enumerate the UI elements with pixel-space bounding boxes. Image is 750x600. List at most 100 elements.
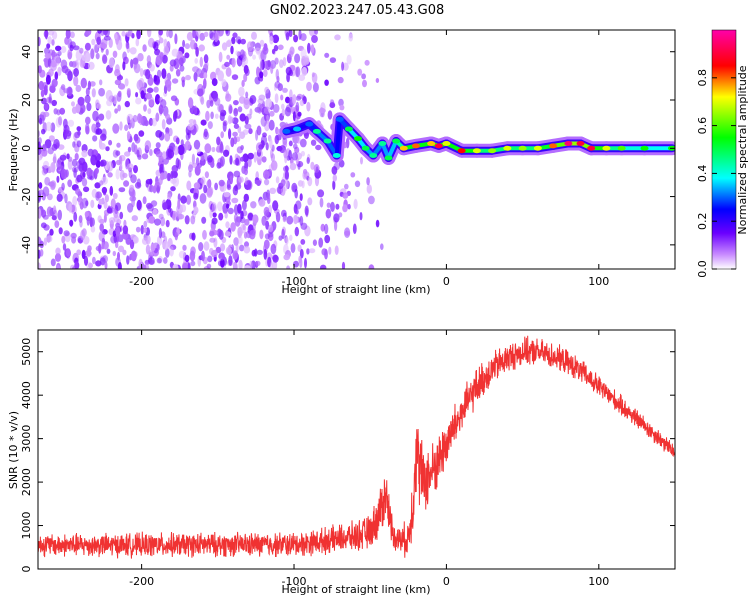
spectrogram-noise-blob [39,249,44,257]
spectrogram-noise-blob [203,31,209,37]
spectrogram-noise-blob [44,47,50,55]
spectrogram-noise-blob [361,73,366,80]
spectrogram-noise-blob [131,215,138,222]
spectrogram-noise-blob [175,157,180,169]
spectrogram-noise-blob [126,113,134,124]
spectrogram-noise-blob [158,104,164,115]
spectrogram-noise-blob [242,56,249,66]
spectrogram-noise-blob [214,33,219,43]
spectrogram-noise-blob [223,149,230,157]
spectrogram-noise-blob [143,220,148,228]
spectrogram-noise-blob [275,176,280,184]
signal-peak-point [411,143,420,149]
spectrogram-noise-blob [92,135,98,142]
spectrogram-noise-blob [297,111,302,117]
spectrogram-noise-blob [130,59,134,69]
spectrogram-noise-blob [243,168,248,176]
spectrogram-noise-blob [51,31,58,40]
spectrogram-noise-blob [234,216,241,227]
spectrogram-noise-blob [298,255,302,264]
spectrogram-noise-blob [117,234,124,243]
spectrogram-noise-blob [232,131,238,137]
spectrogram-noise-blob [114,108,118,114]
spectrogram-noise-blob [139,68,144,77]
spectrogram-noise-blob [199,72,205,79]
spectrogram-noise-blob [96,36,102,45]
spectrogram-noise-blob [269,35,274,45]
spectrogram-noise-blob [54,220,60,229]
spectrogram-noise-blob [188,119,195,124]
spectrogram-noise-blob [269,110,275,117]
spectrogram-noise-blob [38,80,45,91]
spectrogram-noise-blob [149,64,155,72]
spectrogram-noise-blob [141,153,149,160]
spectrogram-noise-blob [337,76,344,84]
colorbar-tick-label: 0.6 [696,117,709,135]
spectrogram-noise-blob [39,117,42,125]
spectrogram-noise-blob [249,108,253,116]
spectrogram-noise-blob [178,57,184,66]
spectrogram-noise-blob [262,132,267,138]
spectrogram-noise-blob [201,250,205,262]
spectrogram-noise-blob [315,144,322,151]
spectrogram-noise-blob [78,157,86,166]
spectrogram-noise-blob [315,166,319,176]
spectrogram-noise-blob [282,215,287,223]
signal-peak-point [427,140,436,146]
spectrogram-noise-blob [263,60,269,69]
spectrogram-noise-blob [291,182,298,193]
spectrogram-noise-blob [73,75,79,87]
spectrogram-noise-blob [117,251,120,261]
spectrogram-noise-blob [129,47,137,55]
spectrogram-noise-blob [57,209,62,221]
spectrogram-noise-blob [59,107,66,115]
spectrogram-noise-blob [230,45,234,55]
signal-core-segment [334,117,342,158]
spectrogram-noise-blob [43,84,48,96]
signal-peak-point [369,153,378,159]
spectrogram-noise-blob [229,116,234,124]
spectrogram-noise-blob [91,123,97,133]
spectrogram-noise-blob [100,159,107,167]
spectrogram-noise-blob [217,201,223,212]
spectrogram-noise-blob [259,229,264,240]
spectrogram-noise-blob [126,90,131,96]
spectrogram-noise-blob [76,140,82,148]
spectrogram-noise-blob [136,178,141,188]
spectrogram-noise-blob [289,46,295,55]
spectrogram-noise-blob [240,49,245,59]
spectrogram-noise-blob [228,255,233,266]
spectrogram-noise-blob [117,245,125,253]
spectrogram-noise-blob [51,215,57,221]
spectrogram-noise-blob [76,126,82,132]
spectrogram-noise-blob [147,108,152,115]
spectrogram-noise-blob [259,71,264,79]
spectrogram-noise-blob [145,234,151,245]
spectrogram-noise-blob [84,52,91,63]
spectrogram-noise-blob [317,189,325,198]
spectrogram-noise-blob [259,39,265,47]
spectrogram-noise-blob [195,30,201,37]
spectrogram-noise-blob [243,96,250,106]
spectrogram-noise-blob [69,44,74,52]
spectrogram-noise-blob [319,108,326,114]
spectrogram-noise-blob [240,210,244,220]
spectrogram-noise-blob [332,179,336,191]
spectrogram-noise-blob [124,78,129,87]
spectrogram-noise-blob [155,130,163,138]
spectrogram-noise-blob [303,57,310,65]
spectrogram-noise-blob [266,252,273,261]
spectrogram-noise-blob [135,97,142,105]
spectrogram-noise-blob [184,43,190,50]
spectrogram-noise-blob [249,95,257,104]
spectrogram-noise-blob [206,179,212,188]
spectrogram-noise-blob [71,60,78,67]
spectrogram-noise-blob [38,65,42,74]
spectrogram-noise-blob [267,231,274,238]
spectrogram-noise-blob [216,228,222,238]
spectrogram-noise-blob [263,248,268,260]
spectrogram-noise-blob [63,88,70,94]
spectrogram-noise-blob [51,39,55,46]
spectrogram-noise-blob [142,44,147,52]
